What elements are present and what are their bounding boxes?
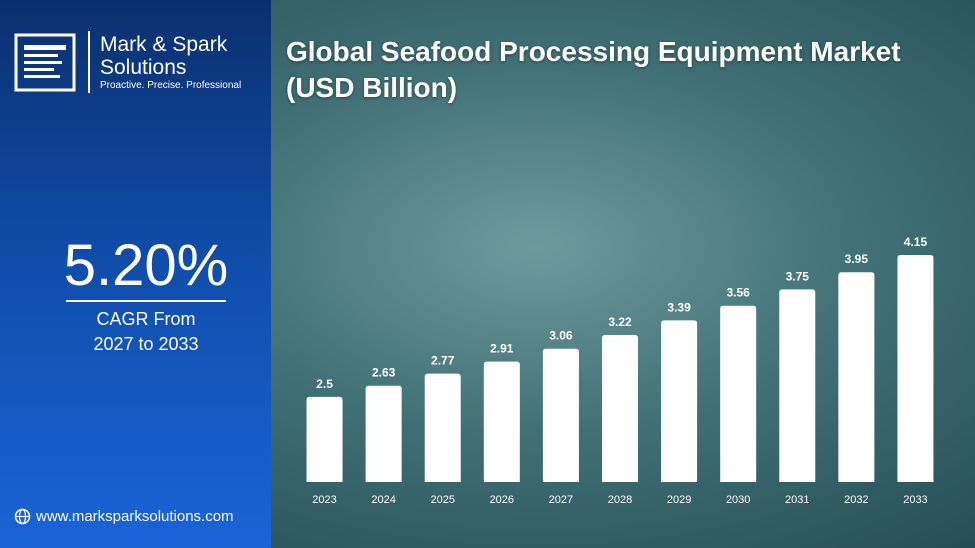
- cagr-label: 2027 to 2033: [93, 334, 199, 354]
- bar: [720, 305, 757, 482]
- x-tick-label: 2033: [903, 494, 927, 506]
- bar: [602, 334, 638, 482]
- value-label: 4.15: [904, 235, 928, 249]
- x-tick-label: 2027: [549, 494, 573, 506]
- x-tick-label: 2030: [726, 494, 750, 506]
- value-label: 3.06: [549, 329, 573, 343]
- value-label: 2.63: [372, 366, 396, 380]
- logo: [14, 33, 76, 92]
- x-tick-label: 2028: [608, 494, 632, 506]
- value-label: 3.39: [667, 300, 691, 314]
- cagr-label: CAGR From: [96, 309, 196, 329]
- value-label: 3.95: [845, 252, 869, 266]
- x-tick-label: 2025: [430, 494, 454, 506]
- globe-icon: [14, 508, 31, 525]
- brand-name: Mark & Spark: [100, 33, 228, 56]
- cagr-value: 5.20%: [63, 233, 229, 298]
- bar: [897, 255, 934, 482]
- value-label: 2.5: [316, 377, 333, 391]
- bar: [779, 289, 816, 482]
- bar: [424, 373, 461, 482]
- value-label: 3.75: [786, 269, 810, 283]
- brand-name: Solutions: [100, 56, 187, 79]
- website[interactable]: www.marksparksolutions.com: [36, 508, 234, 525]
- value-label: 2.77: [431, 354, 455, 368]
- chart-title: Global Seafood Processing Equipment Mark…: [286, 36, 901, 103]
- side-panel: Mark & Spark Solutions Proactive. Precis…: [0, 0, 271, 548]
- bar: [365, 385, 402, 482]
- value-label: 2.91: [490, 342, 514, 356]
- bar: [483, 361, 520, 482]
- x-tick-label: 2026: [490, 494, 514, 506]
- bar: [306, 396, 343, 482]
- bar: [661, 320, 698, 482]
- brand-tagline: Proactive. Precise. Professional: [100, 80, 242, 91]
- bar: [838, 272, 875, 482]
- value-label: 3.22: [608, 315, 632, 329]
- x-tick-label: 2031: [785, 494, 809, 506]
- x-tick-label: 2023: [312, 494, 336, 506]
- bar: [542, 348, 579, 482]
- x-tick-label: 2024: [371, 494, 395, 506]
- x-tick-label: 2029: [667, 494, 691, 506]
- x-tick-label: 2032: [844, 494, 868, 506]
- value-label: 3.56: [727, 286, 751, 300]
